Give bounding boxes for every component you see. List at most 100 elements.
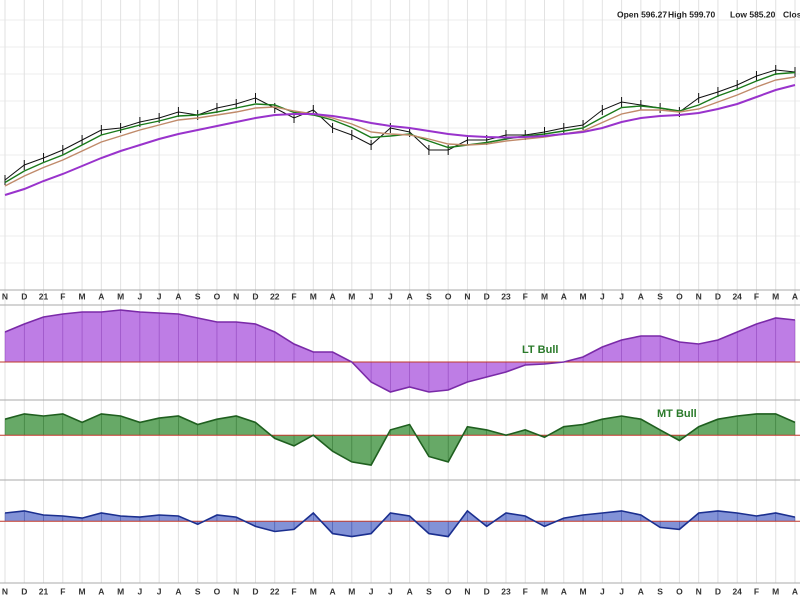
- x-tick-label: J: [157, 291, 162, 301]
- indicator-area: [5, 413, 795, 466]
- x-tick-label: M: [580, 586, 587, 596]
- x-tick-label: M: [772, 291, 779, 301]
- x-tick-label: 21: [39, 291, 49, 301]
- x-tick-label: S: [657, 586, 663, 596]
- x-tick-label: S: [195, 291, 201, 301]
- x-tick-label: A: [638, 291, 644, 301]
- x-tick-label: F: [60, 291, 65, 301]
- x-tick-label: M: [541, 291, 548, 301]
- x-tick-label: M: [117, 291, 124, 301]
- x-tick-label: D: [252, 586, 258, 596]
- indicator-label: MT Bull: [657, 408, 697, 420]
- x-tick-label: A: [98, 291, 104, 301]
- x-tick-label: J: [600, 586, 605, 596]
- x-tick-label: F: [754, 586, 759, 596]
- x-tick-label: A: [407, 586, 413, 596]
- x-tick-label: M: [348, 586, 355, 596]
- x-tick-label: D: [252, 291, 258, 301]
- indicator-line: [4, 309, 796, 393]
- x-tick-label: O: [214, 586, 221, 596]
- indicator-line: [4, 509, 796, 538]
- header-annotation: High 599.70: [668, 9, 716, 19]
- x-tick-label: F: [291, 586, 296, 596]
- x-tick-label: O: [676, 586, 683, 596]
- x-tick-label: J: [157, 586, 162, 596]
- x-tick-label: F: [291, 291, 296, 301]
- x-tick-label: 22: [270, 291, 280, 301]
- x-tick-label: D: [484, 586, 490, 596]
- x-tick-label: O: [445, 586, 452, 596]
- series-line: [4, 76, 796, 187]
- x-tick-label: A: [329, 586, 335, 596]
- x-tick-label: 24: [732, 291, 742, 301]
- x-tick-label: D: [715, 586, 721, 596]
- x-tick-label: M: [580, 291, 587, 301]
- x-tick-label: D: [715, 291, 721, 301]
- x-tick-label: S: [657, 291, 663, 301]
- x-tick-label: N: [464, 586, 470, 596]
- x-tick-label: M: [348, 291, 355, 301]
- x-tick-label: D: [21, 291, 27, 301]
- x-tick-label: F: [754, 291, 759, 301]
- x-tick-label: A: [175, 586, 181, 596]
- x-tick-label: M: [541, 586, 548, 596]
- x-tick-label: M: [772, 586, 779, 596]
- x-tick-label: M: [117, 586, 124, 596]
- x-tick-label: A: [407, 291, 413, 301]
- x-tick-label: 23: [501, 291, 511, 301]
- x-tick-label: M: [79, 291, 86, 301]
- indicator-area: [5, 510, 795, 537]
- x-tick-label: J: [619, 586, 624, 596]
- grid: [0, 0, 800, 583]
- x-tick-label: M: [79, 586, 86, 596]
- x-tick-label: A: [561, 586, 567, 596]
- x-tick-label: A: [175, 291, 181, 301]
- indicator-area: [5, 310, 795, 392]
- x-tick-label: O: [214, 291, 221, 301]
- x-tick-label: A: [638, 586, 644, 596]
- x-tick-label: S: [426, 586, 432, 596]
- x-tick-label: J: [388, 586, 393, 596]
- x-tick-label: F: [523, 586, 528, 596]
- x-tick-label: J: [600, 291, 605, 301]
- x-tick-label: A: [792, 586, 798, 596]
- x-tick-label: J: [369, 291, 374, 301]
- x-tick-label: N: [233, 586, 239, 596]
- x-tick-label: A: [561, 291, 567, 301]
- header-annotation: Low 585.20: [730, 9, 776, 19]
- indicator-line: [4, 413, 796, 466]
- x-tick-label: N: [2, 291, 8, 301]
- x-tick-label: 22: [270, 586, 280, 596]
- x-tick-label: N: [696, 291, 702, 301]
- x-tick-label: N: [696, 586, 702, 596]
- x-tick-label: N: [464, 291, 470, 301]
- x-tick-label: F: [60, 586, 65, 596]
- header-annotation: Open 596.27: [617, 9, 667, 19]
- x-tick-label: O: [676, 291, 683, 301]
- x-tick-label: 21: [39, 586, 49, 596]
- x-tick-label: 23: [501, 586, 511, 596]
- x-tick-label: S: [195, 586, 201, 596]
- x-tick-label: M: [310, 586, 317, 596]
- x-tick-label: J: [388, 291, 393, 301]
- x-tick-label: A: [792, 291, 798, 301]
- x-tick-label: A: [98, 586, 104, 596]
- x-tick-label: O: [445, 291, 452, 301]
- x-tick-label: 24: [732, 586, 742, 596]
- x-tick-label: F: [523, 291, 528, 301]
- x-tick-label: J: [369, 586, 374, 596]
- series-line: [4, 84, 796, 196]
- indicator-label: LT Bull: [522, 344, 558, 356]
- x-tick-label: J: [138, 586, 143, 596]
- x-tick-label: J: [138, 291, 143, 301]
- x-tick-label: J: [619, 291, 624, 301]
- x-tick-label: N: [233, 291, 239, 301]
- x-tick-label: A: [329, 291, 335, 301]
- header-annotation: Close 5: [783, 9, 800, 19]
- x-tick-label: M: [310, 291, 317, 301]
- x-tick-label: D: [484, 291, 490, 301]
- x-tick-label: N: [2, 586, 8, 596]
